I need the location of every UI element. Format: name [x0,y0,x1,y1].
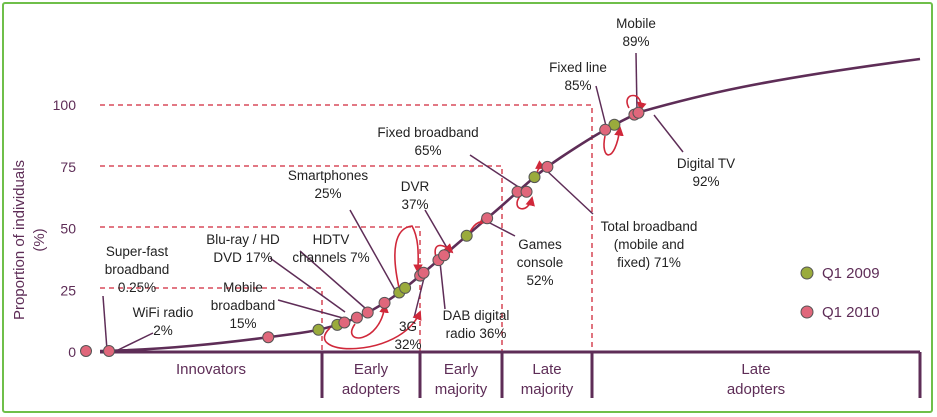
movement-arrows [323,94,647,350]
y-tick-label: 25 [60,282,76,298]
point-q1-2010 [481,212,494,225]
annotation-label: HDTV channels 7% [292,232,369,265]
point-q1-2010 [632,106,645,119]
point-q1-2009 [528,171,541,184]
annotation-label: Total broadband (mobile and fixed) 71% [601,219,698,270]
point-q1-2010 [378,296,391,309]
chart-frame [2,2,933,413]
annotation-label: Fixed broadband 65% [377,125,478,158]
annotation-label: Smartphones 25% [288,168,369,201]
annotation-label: Mobile broadband 15% [211,280,276,331]
annotation-label: WiFi radio 2% [133,305,194,338]
point-q1-2010 [338,316,351,329]
stage-axis [100,350,922,398]
point-q1-2010 [438,249,451,262]
annotation-label: Digital TV 92% [677,156,735,189]
legend-swatch-q1-2010 [800,305,814,319]
annotation-label: Games console 52% [517,237,564,288]
legend-label-q1-2009: Q1 2009 [822,265,880,282]
point-q1-2010 [262,331,275,344]
point-q1-2010 [80,345,92,357]
stage-labels: Innovators Early adopters Early majority Late… [176,361,785,398]
y-axis-ticks: 0 25 50 75 100 [53,97,77,360]
series-q1-2010 [80,106,645,357]
point-q1-2009 [608,118,621,131]
stage-label: Early adopters [342,361,400,398]
annotations: Super-fast broadband 0.25% WiFi radio 2% Mobi… [105,16,735,352]
annotation-label: Blu-ray / HD DVD 17% [206,232,280,265]
stage-label: Innovators [176,361,246,378]
legend-label-q1-2010: Q1 2010 [822,304,880,321]
point-q1-2010 [599,123,612,136]
point-q1-2009 [399,281,412,294]
annotation-label: Super-fast broadband 0.25% [105,244,170,295]
point-q1-2010 [103,345,115,357]
y-tick-label: 100 [53,97,77,113]
stage-label: Late adopters [727,361,785,398]
point-q1-2010 [417,266,430,279]
legend-swatch-q1-2009 [800,266,814,280]
point-q1-2009 [460,229,473,242]
annotation-label: Fixed line 85% [549,60,607,93]
annotation-label: 3G 32% [394,319,421,352]
annotation-label: Mobile 89% [616,16,656,49]
y-tick-label: 50 [60,221,76,237]
point-q1-2010 [361,306,374,319]
y-tick-label: 0 [68,344,76,360]
annotation-label: DAB digital radio 36% [443,308,510,341]
annotation-label: DVR 37% [401,179,430,212]
point-q1-2010 [520,185,533,198]
y-tick-label: 75 [60,159,76,175]
point-q1-2010 [350,311,363,324]
y-axis-label: Proportion of individuals (%) [11,160,48,320]
stage-label: Early majority [435,361,488,398]
point-q1-2010 [541,160,554,173]
stage-label: Late majority [521,361,574,398]
point-q1-2009 [312,323,325,336]
leader-lines [102,52,684,351]
legend: Q1 2009 Q1 2010 [800,265,880,321]
